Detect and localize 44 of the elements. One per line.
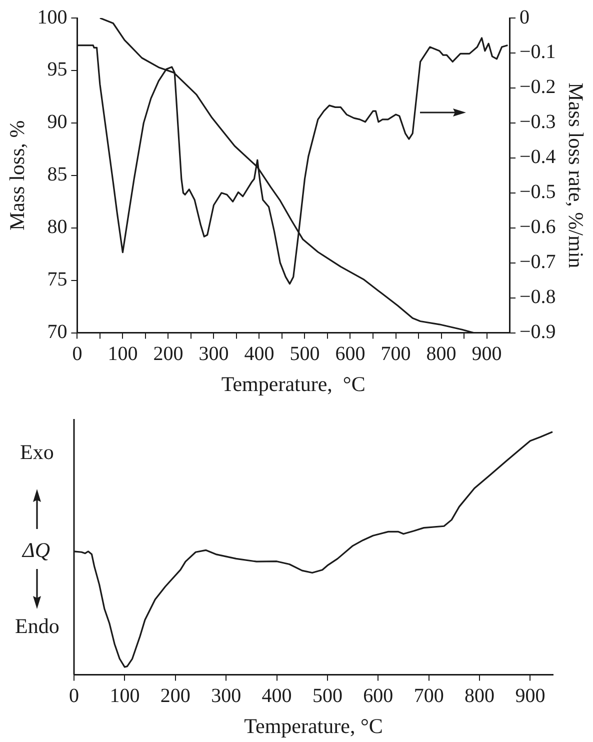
x-tick-label: 300 bbox=[198, 343, 229, 366]
text: Endo bbox=[15, 614, 60, 640]
x-tick-label: 100 bbox=[108, 343, 138, 366]
x-tick-label: 500 bbox=[312, 685, 342, 708]
x-tick-label: 800 bbox=[464, 685, 495, 708]
text: Exo bbox=[20, 440, 54, 466]
y2-tick-label: −0.3 bbox=[520, 111, 556, 134]
y-axis-title: ΔQ bbox=[22, 538, 50, 564]
y-tick-label: 90 bbox=[47, 111, 68, 134]
y-tick-label: 75 bbox=[47, 268, 68, 291]
x-tick-label: 0 bbox=[72, 343, 82, 366]
x-tick-label: 400 bbox=[244, 343, 274, 366]
x-tick-label: 900 bbox=[515, 685, 546, 708]
y2-tick-label: −0.9 bbox=[520, 321, 556, 344]
y-axis-title: Mass loss, % bbox=[5, 120, 30, 231]
y2-tick-label: −0.4 bbox=[520, 146, 556, 168]
x-tick-label: 800 bbox=[426, 343, 456, 366]
y-tick-label: 100 bbox=[37, 6, 68, 28]
y2-axis-title: Mass loss rate, %/min bbox=[564, 82, 588, 269]
y2-tick-label: 0 bbox=[520, 6, 530, 28]
y-tick-label: 80 bbox=[47, 216, 68, 238]
x-axis-title: Temperature, °C bbox=[244, 714, 383, 738]
x-axis-title: Temperature, °C bbox=[221, 372, 366, 396]
x-tick-label: 700 bbox=[414, 685, 444, 708]
x-tick-label: 200 bbox=[160, 685, 190, 708]
x-tick-label: 200 bbox=[153, 343, 184, 366]
x-tick-label: 300 bbox=[211, 685, 242, 708]
y2-tick-label: −0.1 bbox=[520, 41, 556, 64]
y-tick-label: 85 bbox=[47, 164, 68, 186]
y-tick-label: 95 bbox=[47, 58, 68, 81]
y-tick-label: 70 bbox=[47, 321, 68, 344]
x-tick-label: 700 bbox=[380, 343, 411, 366]
x-tick-label: 0 bbox=[69, 685, 79, 708]
x-tick-label: 900 bbox=[472, 343, 502, 366]
x-tick-label: 100 bbox=[110, 685, 140, 708]
y2-tick-label: −0.8 bbox=[520, 286, 556, 308]
x-tick-label: 600 bbox=[363, 685, 394, 708]
y2-tick-label: −0.2 bbox=[520, 76, 556, 98]
x-tick-label: 400 bbox=[262, 685, 292, 708]
x-tick-label: 600 bbox=[335, 343, 366, 366]
y2-tick-label: −0.5 bbox=[520, 181, 556, 204]
y2-tick-label: −0.6 bbox=[520, 216, 556, 238]
x-tick-label: 500 bbox=[290, 343, 320, 366]
y2-tick-label: −0.7 bbox=[520, 251, 556, 274]
